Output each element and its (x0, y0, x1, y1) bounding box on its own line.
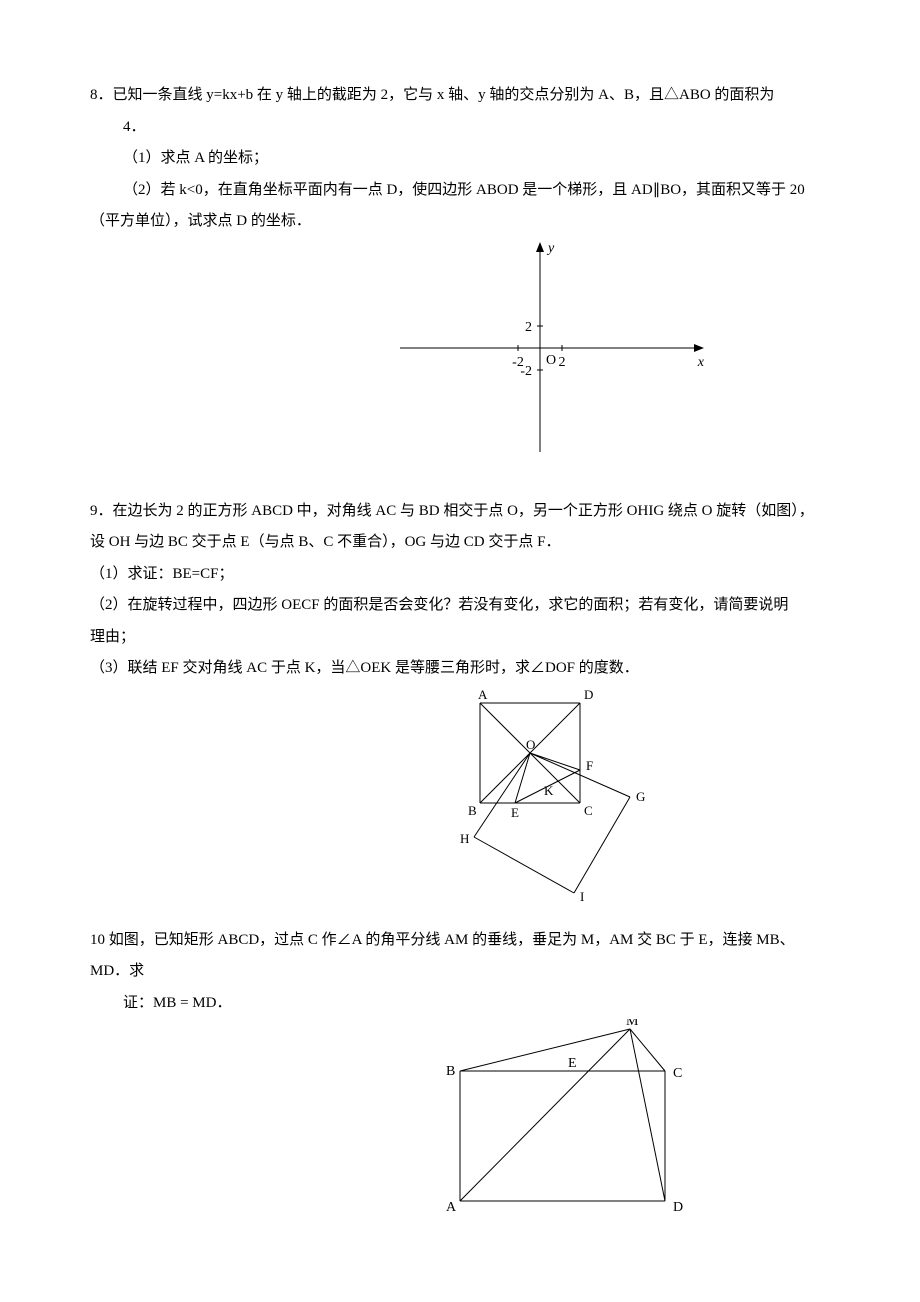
svg-text:2: 2 (559, 355, 566, 370)
p8-q2b: （平方单位），试求点 D 的坐标． (90, 206, 830, 238)
p9-q3: （3）联结 EF 交对角线 AC 于点 K，当△OEK 是等腰三角形时，求∠DO… (90, 653, 830, 685)
svg-text:y: y (546, 241, 555, 256)
svg-text:D: D (673, 1200, 683, 1215)
p9-l1: 9．在边长为 2 的正方形 ABCD 中，对角线 AC 与 BD 相交于点 O，… (90, 496, 830, 528)
svg-text:H: H (460, 831, 469, 846)
figure-3-wrap: A B C D M E (90, 1019, 830, 1219)
p8-q1: （1）求点 A 的坐标； (90, 143, 830, 175)
svg-text:M: M (626, 1019, 639, 1029)
svg-text:E: E (511, 805, 519, 820)
svg-text:x: x (697, 355, 705, 370)
problem-8: 8．已知一条直线 y=kx+b 在 y 轴上的截距为 2，它与 x 轴、y 轴的… (90, 80, 830, 458)
svg-text:-2: -2 (520, 364, 532, 379)
p10-l1: 10 如图，已知矩形 ABCD，过点 C 作∠A 的角平分线 AM 的垂线，垂足… (90, 925, 830, 988)
svg-text:I: I (580, 889, 584, 904)
p9-q1: （1）求证：BE=CF； (90, 559, 830, 591)
svg-text:A: A (446, 1200, 457, 1215)
svg-text:E: E (568, 1056, 577, 1071)
svg-text:B: B (468, 803, 477, 818)
p8-line2: 4． (90, 112, 830, 144)
figure-3-rect: A B C D M E (440, 1019, 700, 1219)
svg-text:G: G (636, 789, 645, 804)
p8-q2a: （2）若 k<0，在直角坐标平面内有一点 D，使四边形 ABOD 是一个梯形，且… (90, 175, 830, 207)
svg-text:B: B (446, 1064, 455, 1079)
figure-2-squares: A D B C O H I G E F K (440, 685, 660, 905)
p10-l2: 证：MB = MD． (90, 988, 830, 1020)
figure-1-wrap: yxO-222-2 (90, 238, 830, 458)
problem-10: 10 如图，已知矩形 ABCD，过点 C 作∠A 的角平分线 AM 的垂线，垂足… (90, 925, 830, 1220)
figure-1-axes: yxO-222-2 (390, 238, 710, 458)
p8-line1: 8．已知一条直线 y=kx+b 在 y 轴上的截距为 2，它与 x 轴、y 轴的… (90, 80, 830, 112)
svg-text:D: D (584, 687, 593, 702)
svg-text:C: C (673, 1066, 682, 1081)
p9-l2: 设 OH 与边 BC 交于点 E（与点 B、C 不重合），OG 与边 CD 交于… (90, 527, 830, 559)
problem-9: 9．在边长为 2 的正方形 ABCD 中，对角线 AC 与 BD 相交于点 O，… (90, 496, 830, 905)
p9-q2a: （2）在旋转过程中，四边形 OECF 的面积是否会变化？若没有变化，求它的面积；… (90, 590, 830, 622)
svg-text:F: F (586, 758, 593, 773)
figure-2-wrap: A D B C O H I G E F K (90, 685, 830, 905)
svg-text:C: C (584, 803, 593, 818)
svg-text:2: 2 (525, 320, 532, 335)
svg-text:K: K (544, 783, 554, 798)
svg-text:A: A (478, 687, 488, 702)
svg-text:O: O (526, 737, 535, 752)
svg-text:O: O (546, 353, 556, 368)
p9-q2b: 理由； (90, 622, 830, 654)
